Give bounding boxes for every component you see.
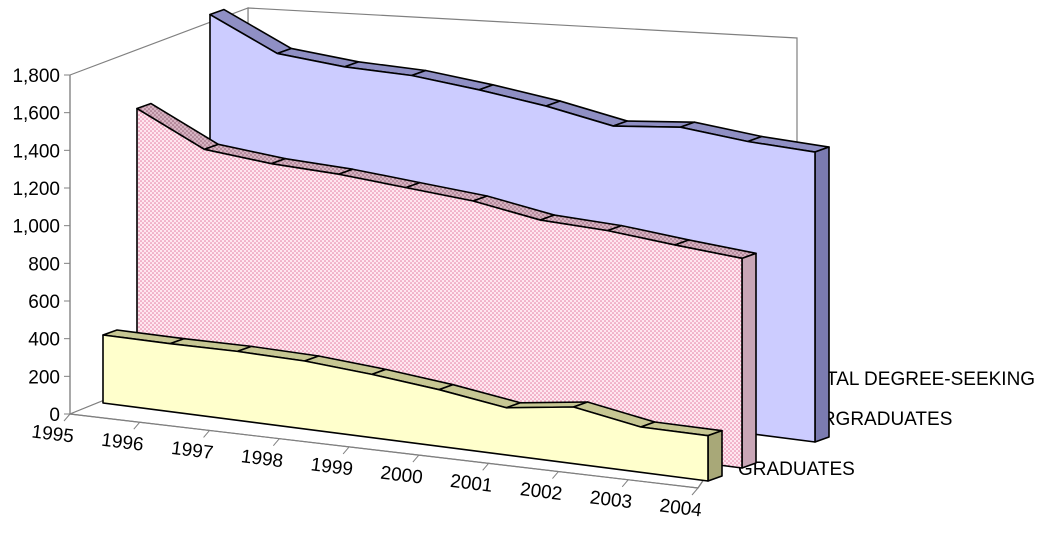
x-tick-label: 2000 [379,463,424,489]
x-tick [342,446,350,455]
x-tick-label: 1998 [240,446,285,472]
series-side-face [707,429,723,482]
x-tick [412,454,420,463]
series-label-graduates: GRADUATES [738,459,855,480]
y-tick-label: 1,400 [12,141,60,162]
y-tick-label: 800 [28,254,60,275]
x-axis: 1995 1996 1997 1998 1999 2000 2001 2002 2003 2004 [30,413,703,522]
y-tick-label: 1,200 [12,179,60,200]
x-tick-label: 1995 [30,422,75,448]
x-tick-label: 2003 [589,487,634,513]
x-tick [621,479,629,488]
y-axis: 0 200 400 600 800 1,000 1,200 1,400 1,600 1,800 [12,66,71,426]
y-tick-label: 0 [49,405,60,426]
x-tick-label: 2001 [449,471,494,497]
y-tick-label: 1,600 [12,104,60,125]
series-graduates [102,329,723,482]
x-tick [552,471,559,479]
series-label-total-degree-seeking: TOTAL DEGREE-SEEKING [800,369,1035,390]
x-tick [63,413,71,422]
x-tick [203,430,210,438]
series-side-face [814,146,830,443]
y-tick-label: 1,800 [12,66,60,87]
series-front-face [102,334,709,482]
x-tick [482,463,490,471]
x-tick-label: 1999 [310,454,355,480]
x-tick-label: 2002 [519,479,564,505]
x-tick-label: 1996 [100,430,145,456]
x-tick [272,438,280,446]
x-tick-label: 1997 [170,438,215,464]
x-tick-label: 2004 [658,496,703,522]
y-tick-label: 200 [28,367,60,388]
y-tick-label: 600 [28,292,60,313]
x-tick [691,487,699,496]
series-side-face [741,252,757,469]
x-axis-line [69,413,699,489]
x-tick [133,421,141,430]
y-tick-label: 1,000 [12,217,60,238]
y-tick-label: 400 [28,330,60,351]
series-layer [102,8,830,482]
